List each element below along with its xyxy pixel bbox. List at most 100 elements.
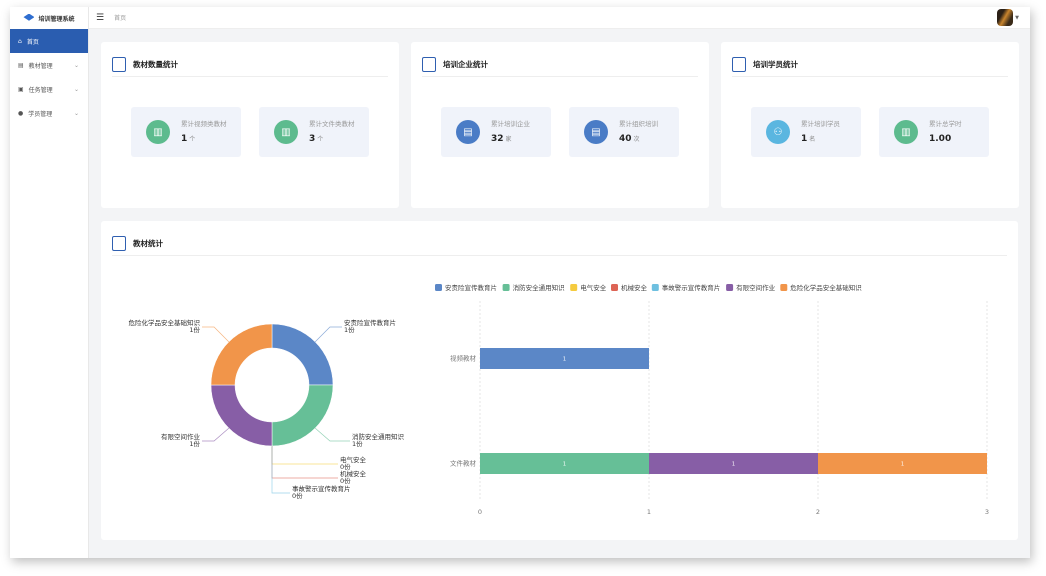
bar-segment — [480, 348, 649, 369]
stat-label: 累计总学时 — [929, 120, 962, 128]
sidebar-item-label: 教材管理 — [28, 62, 53, 70]
legend-item[interactable]: 安责险宣传教育片 — [445, 283, 497, 292]
stat-value: 40 次 — [619, 134, 640, 144]
pie-label-name: 危险化学品安全基础知识 — [129, 318, 201, 327]
avatar[interactable] — [997, 9, 1013, 26]
sidebar-item-label: 任务管理 — [28, 86, 53, 94]
charts-svg: 安责险宣传教育片1份消防安全通用知识1份电气安全0份机械安全0份事故警示宣传教育… — [129, 283, 990, 516]
stat-number: 3 — [309, 134, 316, 144]
chart-card: 教材统计 安责险宣传教育片 1份 消防安全通用知识 1份 电气安全 0份 机械安全 0份 事故警… — [101, 221, 1018, 540]
legend-swatch — [502, 284, 510, 291]
users-icon: ⚇ — [766, 120, 790, 144]
pie-label-line — [202, 427, 230, 442]
pie-label-name: 电气安全 — [340, 455, 367, 464]
chevron-down-icon: ⌄ — [73, 85, 79, 93]
top-bar: ☰ 首页 ▼ — [89, 7, 1030, 29]
stat-unit: 个 — [189, 136, 196, 143]
card-title: 教材数量统计 — [133, 60, 178, 69]
stat-unit: 家 — [505, 136, 512, 143]
pie-label-value: 1份 — [189, 439, 200, 448]
sidebar-item-home[interactable]: ⌂ 首页 — [10, 29, 88, 53]
pie-label-line — [271, 446, 290, 494]
sidebar-item-label: 学员管理 — [28, 110, 53, 118]
pie-label-name: 安责险宣传教育片 — [344, 318, 396, 327]
bar-data-label: 1 — [732, 462, 735, 468]
menu-fold-icon[interactable]: ☰ — [96, 12, 105, 23]
task-icon: ▣ — [18, 85, 24, 93]
x-tick-label: 3 — [985, 508, 989, 516]
legend-swatch — [651, 284, 659, 291]
sidebar-item-students[interactable]: ● 学员管理 ⌄ — [10, 101, 88, 125]
stat-tile: ▤ 累计培训企业 32 家 — [441, 107, 551, 157]
pie-label-line — [271, 446, 338, 465]
home-icon: ⌂ — [18, 37, 22, 45]
stat-number: 32 — [491, 134, 504, 144]
chevron-down-icon: ⌄ — [73, 109, 79, 117]
pie-label-value: 1份 — [352, 439, 363, 448]
stat-value: 1.00 — [929, 134, 953, 144]
legend-item[interactable]: 电气安全 — [580, 283, 607, 292]
pie-slice — [271, 384, 334, 447]
trainee-doc-icon: ▤ — [456, 120, 480, 144]
x-tick-label: 1 — [647, 508, 651, 516]
logo: 培训管理系统 — [10, 7, 88, 29]
card-title-icon — [732, 57, 746, 72]
legend-item[interactable]: 消防安全通用知识 — [513, 283, 566, 292]
stat-label: 累计视频类教材 — [181, 120, 227, 128]
pie-label-line — [314, 427, 350, 442]
logo-icon — [23, 13, 35, 21]
app-window: 培训管理系统 ⌂ 首页 ▤ 教材管理 ⌄ ▣ 任务管理 ⌄ ● 学员管理 ⌄ ☰ 首页 ▼ 教… — [10, 7, 1030, 558]
app-title: 培训管理系统 — [38, 15, 75, 23]
stat-unit: 名 — [809, 136, 816, 143]
legend-item[interactable]: 事故警示宣传教育片 — [662, 283, 721, 292]
trainee-doc-icon: ▤ — [584, 120, 608, 144]
books-icon: ▥ — [146, 120, 170, 144]
sidebar-item-tasks[interactable]: ▣ 任务管理 ⌄ — [10, 77, 88, 101]
bar-segment — [480, 453, 649, 474]
book-icon: ▤ — [18, 61, 24, 69]
pie-label-value: 0份 — [340, 462, 351, 471]
pie-label-value: 1份 — [189, 325, 200, 334]
stat-number: 1.00 — [929, 134, 952, 144]
stat-tile: ▥ 累计总学时 1.00 — [879, 107, 989, 157]
pie-label-name: 事故警示宣传教育片 — [292, 484, 351, 493]
books-icon: ▥ — [894, 120, 918, 144]
stat-card: 培训企业统计 ▤ 累计培训企业 32 家 ▤ 累计组织培训 40 次 — [411, 42, 709, 208]
pie-label-value: 1份 — [344, 325, 355, 334]
bar-segment — [649, 453, 818, 474]
bar-segment — [818, 453, 987, 474]
bar-data-label: 1 — [563, 462, 566, 468]
user-icon: ● — [18, 109, 24, 117]
pie-label-line — [314, 326, 342, 343]
stat-value: 32 家 — [491, 134, 512, 144]
legend-item[interactable]: 危险化学品安全基础知识 — [790, 283, 862, 292]
sidebar-item-materials[interactable]: ▤ 教材管理 ⌄ — [10, 53, 88, 77]
legend-item[interactable]: 有限空间作业 — [736, 283, 776, 292]
breadcrumb[interactable]: 首页 — [114, 15, 127, 22]
stat-unit: 个 — [317, 136, 324, 143]
card-title: 培训企业统计 — [443, 60, 488, 69]
x-tick-label: 2 — [816, 508, 820, 516]
pie-label-value: 0份 — [340, 476, 351, 485]
stat-tile: ▤ 累计组织培训 40 次 — [569, 107, 679, 157]
legend-swatch — [570, 284, 578, 291]
pie-label-line — [271, 446, 338, 479]
document-search-icon — [112, 236, 126, 251]
card-title-icon — [422, 57, 436, 72]
stat-label: 累计培训学员 — [801, 120, 840, 128]
caret-down-icon[interactable]: ▼ — [1015, 15, 1019, 21]
stat-label: 累计文件类教材 — [309, 120, 355, 128]
books-icon: ▥ — [274, 120, 298, 144]
pie-label-name: 机械安全 — [340, 469, 367, 478]
stat-label: 累计组织培训 — [619, 120, 658, 128]
sidebar: 培训管理系统 ⌂ 首页 ▤ 教材管理 ⌄ ▣ 任务管理 ⌄ ● 学员管理 ⌄ — [10, 7, 89, 558]
legend-item[interactable]: 机械安全 — [621, 283, 648, 292]
legend-swatch — [780, 284, 788, 291]
sidebar-item-label: 首页 — [26, 38, 39, 46]
